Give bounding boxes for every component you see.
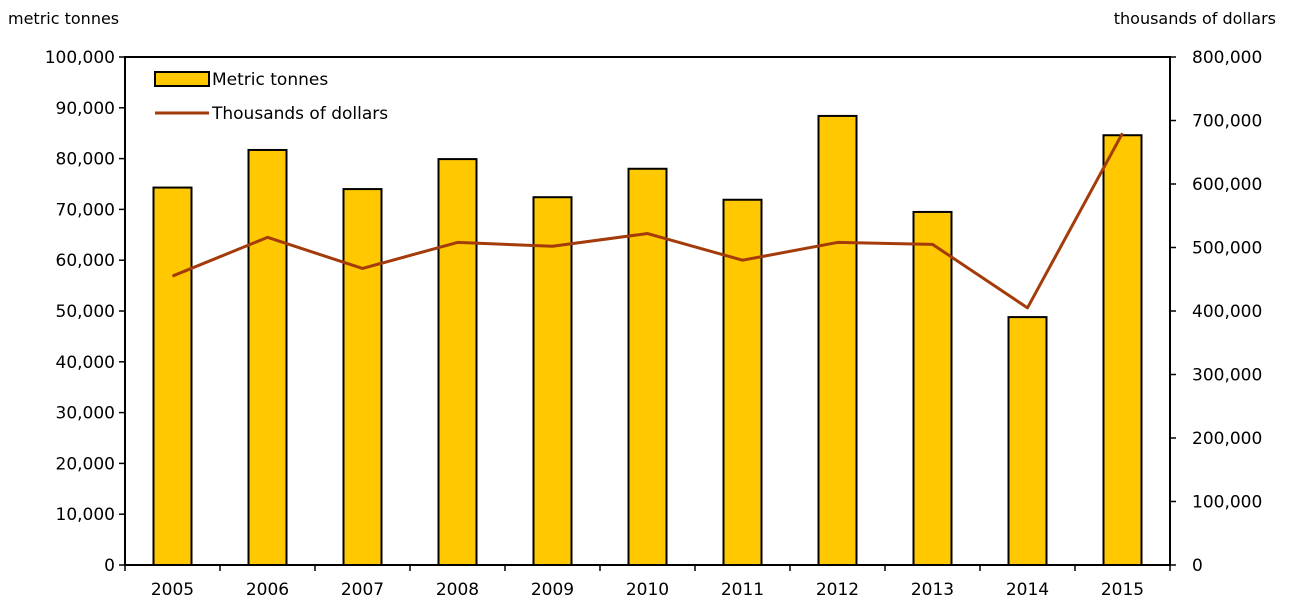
bar-2009 xyxy=(532,196,573,566)
x-tick-label: 2012 xyxy=(816,580,859,600)
left-tick-label: 0 xyxy=(104,556,115,576)
x-tick-label: 2015 xyxy=(1101,580,1144,600)
bar-2006 xyxy=(247,148,288,567)
x-tick-label: 2005 xyxy=(151,580,194,600)
left-axis: 0 10,000 20,000 30,000 40,000 50,000 60,000 70,… xyxy=(45,48,125,576)
left-tick-label: 70,000 xyxy=(56,200,115,220)
right-tick-label: 400,000 xyxy=(1192,302,1262,322)
bar-2008 xyxy=(437,158,478,566)
left-axis-title: metric tonnes xyxy=(8,9,119,28)
right-axis-title: thousands of dollars xyxy=(1114,9,1276,28)
right-tick-label: 200,000 xyxy=(1192,429,1262,449)
right-tick-label: 800,000 xyxy=(1192,48,1262,68)
x-tick-label: 2007 xyxy=(341,580,384,600)
right-tick-label: 0 xyxy=(1192,556,1203,576)
x-tick-label: 2009 xyxy=(531,580,574,600)
left-tick-label: 50,000 xyxy=(56,302,115,322)
x-tick-label: 2006 xyxy=(246,580,289,600)
bar-2013 xyxy=(912,210,953,566)
x-tick-label: 2014 xyxy=(1006,580,1049,600)
left-tick-label: 20,000 xyxy=(56,454,115,474)
bar-series xyxy=(152,114,1143,567)
bar-2007 xyxy=(342,188,383,567)
bar-2005 xyxy=(152,186,193,566)
left-tick-label: 90,000 xyxy=(56,99,115,119)
right-tick-label: 300,000 xyxy=(1192,366,1262,386)
right-tick-label: 700,000 xyxy=(1192,112,1262,132)
left-tick-label: 30,000 xyxy=(56,404,115,424)
x-tick-label: 2008 xyxy=(436,580,479,600)
left-tick-label: 10,000 xyxy=(56,505,115,525)
left-tick-label: 80,000 xyxy=(56,150,115,170)
bar-2012 xyxy=(817,114,858,566)
line-path xyxy=(171,132,1124,310)
x-tick-label: 2010 xyxy=(626,580,669,600)
right-tick-label: 500,000 xyxy=(1192,239,1262,259)
right-tick-label: 600,000 xyxy=(1192,175,1262,195)
bar-2011 xyxy=(722,198,763,567)
line-series xyxy=(171,132,1124,310)
right-tick-label: 100,000 xyxy=(1192,493,1262,513)
legend-swatch-bar xyxy=(154,71,210,87)
bar-2014 xyxy=(1007,316,1048,567)
legend-label-line: Thousands of dollars xyxy=(211,104,388,124)
right-axis: 0 100,000 200,000 300,000 400,000 500,000 600,… xyxy=(1170,48,1262,576)
left-tick-label: 60,000 xyxy=(56,251,115,271)
left-tick-label: 100,000 xyxy=(45,48,115,68)
bar-2015 xyxy=(1102,134,1143,566)
x-tick-label: 2011 xyxy=(721,580,764,600)
left-tick-label: 40,000 xyxy=(56,353,115,373)
x-axis: 2005 2006 2007 2008 2009 2010 2011 2012 2013 2014… xyxy=(124,565,1171,600)
x-tick-label: 2013 xyxy=(911,580,954,600)
bar-2010 xyxy=(627,167,668,566)
legend: Metric tonnes Thousands of dollars xyxy=(154,70,388,124)
legend-label-bar: Metric tonnes xyxy=(212,70,328,90)
